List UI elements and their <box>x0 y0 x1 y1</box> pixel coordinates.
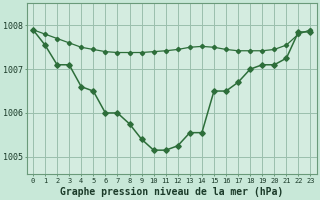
X-axis label: Graphe pression niveau de la mer (hPa): Graphe pression niveau de la mer (hPa) <box>60 186 284 197</box>
